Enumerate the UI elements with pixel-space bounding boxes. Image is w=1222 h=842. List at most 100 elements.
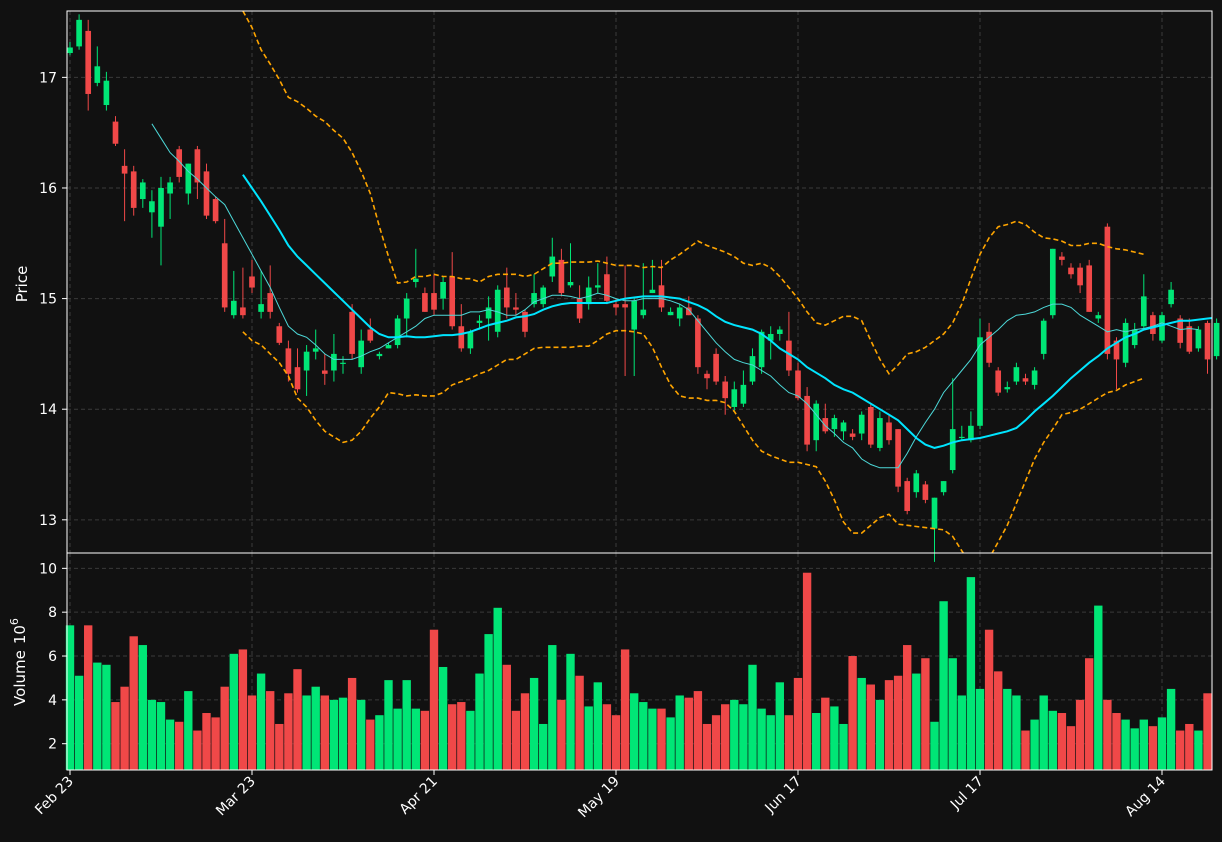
volume-bar (484, 634, 493, 770)
candles (67, 14, 1220, 562)
candle-body (321, 370, 328, 374)
candle-body (285, 348, 292, 374)
candle (786, 311, 792, 377)
candle (476, 315, 483, 330)
volume-bar (256, 673, 266, 770)
volume-bar (120, 686, 129, 770)
volume-bar (229, 653, 238, 770)
candle (813, 400, 820, 452)
candle (895, 429, 901, 493)
candle-body (786, 340, 792, 371)
volume-tick-label: 4 (48, 693, 57, 709)
candle-body (103, 80, 110, 106)
candle-body (349, 311, 355, 354)
volume-bar (1012, 695, 1021, 770)
candle (1140, 274, 1147, 330)
candle-body (758, 331, 765, 368)
volume-bar (302, 695, 311, 770)
candle-body (1159, 315, 1165, 341)
candle-body (467, 331, 474, 349)
candle-body (849, 433, 856, 437)
candle (740, 370, 747, 407)
candle-body (704, 373, 710, 379)
candle-body (1077, 267, 1083, 286)
candle (631, 298, 638, 377)
volume-bar (948, 658, 957, 770)
candle-body (695, 318, 701, 368)
candle (604, 256, 610, 305)
candle (212, 196, 219, 224)
volume-bar (1048, 710, 1057, 770)
candle-body (422, 293, 428, 312)
candle (549, 237, 556, 282)
candle-body (540, 287, 547, 305)
ma-slow-line (242, 174, 1212, 449)
volume-bar (448, 704, 457, 770)
volume-bar (975, 688, 985, 770)
volume-bar (129, 636, 138, 770)
volume-bar (320, 695, 329, 770)
candle-body (922, 484, 929, 500)
volume-tick-label: 8 (48, 605, 57, 621)
volume-bar (466, 710, 475, 770)
ma-fast-line (151, 123, 1199, 469)
candle-body (867, 406, 874, 445)
candle-body (676, 307, 683, 319)
candle (321, 353, 328, 385)
price-y-ticks: 13 14 15 16 17 (39, 70, 67, 529)
volume-bar (994, 671, 1003, 770)
candle-body (149, 201, 155, 213)
candle-body (303, 351, 310, 371)
volume-bar (529, 677, 539, 770)
candle-body (831, 418, 838, 430)
volume-bar (1057, 713, 1067, 770)
candle-body (267, 293, 274, 312)
volume-bar (866, 684, 875, 770)
candle-body (949, 429, 956, 471)
candle-body (176, 149, 183, 177)
volume-bar (1166, 688, 1176, 770)
candle (667, 307, 674, 316)
candle (158, 176, 164, 266)
candle-body (1195, 329, 1202, 349)
candle-body (1013, 367, 1020, 382)
volume-bar (739, 704, 748, 770)
volume-bar (393, 708, 402, 770)
candle-body (513, 307, 519, 310)
volume-bar (930, 721, 939, 770)
candle (249, 259, 255, 294)
candle (685, 296, 692, 316)
candle (904, 477, 911, 515)
volume-bar (1103, 699, 1112, 770)
volume-bar (802, 572, 812, 770)
candle (1204, 320, 1211, 374)
candle-body (449, 276, 456, 327)
candle (1031, 367, 1038, 390)
candle (676, 304, 683, 327)
candle (1059, 252, 1065, 266)
candle-body (1022, 378, 1029, 382)
candle (240, 267, 246, 319)
candle-body (567, 282, 574, 286)
candle (440, 276, 446, 310)
volume-bar (1066, 726, 1076, 770)
volume-bar (511, 710, 521, 770)
volume-bar (165, 719, 175, 770)
candle-body (240, 307, 246, 316)
candle (422, 287, 428, 312)
candle-body (1122, 322, 1129, 363)
volume-bar (147, 699, 157, 770)
candle-body (558, 259, 565, 294)
candle-body (412, 278, 419, 282)
candle (467, 329, 474, 354)
candle (849, 429, 856, 441)
candle-body (230, 300, 237, 316)
candle (358, 329, 365, 374)
volume-bar (1185, 723, 1194, 770)
candle-body (940, 481, 947, 493)
candle-body (130, 171, 137, 208)
candle (995, 367, 1002, 396)
candle (1049, 248, 1056, 319)
candle (513, 293, 519, 316)
volume-bar (211, 717, 220, 770)
